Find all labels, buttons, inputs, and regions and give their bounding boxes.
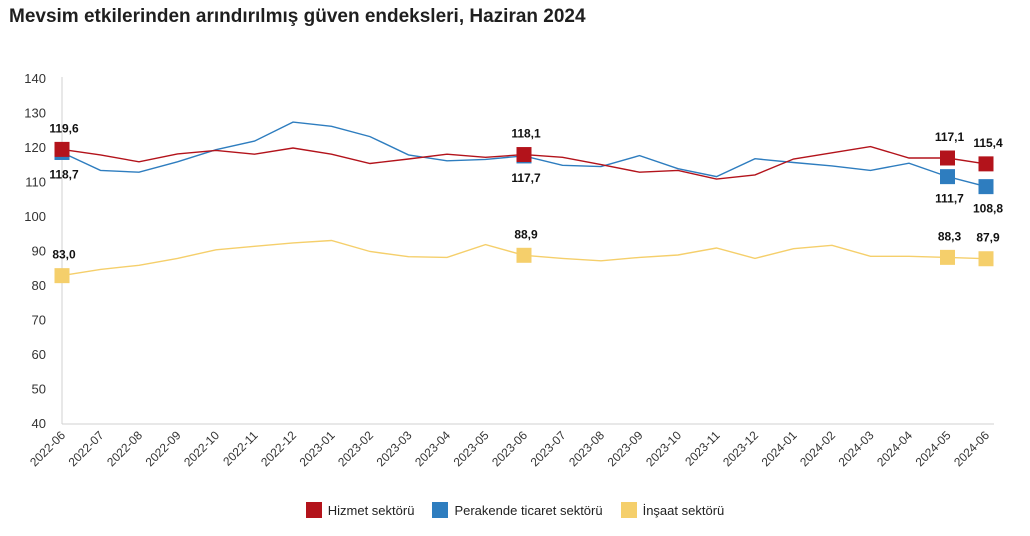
chart-legend: Hizmet sektörü Perakende ticaret sektörü İ…: [0, 502, 1030, 518]
x-tick-label: 2024-03: [836, 428, 877, 469]
y-tick-label: 140: [24, 71, 46, 86]
chart-title: Mevsim etkilerinden arındırılmış güven e…: [9, 6, 586, 27]
legend-item: İnşaat sektörü: [620, 502, 725, 518]
x-tick-label: 2024-01: [759, 428, 800, 469]
x-tick-label: 2022-10: [181, 428, 222, 469]
data-point-marker: [54, 268, 70, 284]
data-label: 88,3: [938, 229, 962, 243]
legend-label: Hizmet sektörü: [327, 502, 415, 518]
data-point-marker: [940, 169, 955, 185]
data-label: 108,8: [973, 202, 1003, 216]
data-point-marker: [978, 179, 994, 195]
legend-label: İnşaat sektörü: [642, 502, 725, 518]
x-tick-label: 2023-05: [451, 428, 492, 469]
x-tick-label: 2024-05: [913, 428, 954, 469]
x-tick-label: 2023-01: [297, 428, 338, 469]
x-tick-label: 2023-06: [489, 428, 530, 469]
x-tick-label: 2023-10: [643, 428, 684, 469]
legend-label: Perakende ticaret sektörü: [454, 502, 603, 518]
x-tick-label: 2022-08: [104, 428, 145, 469]
x-tick-label: 2023-07: [528, 428, 569, 469]
x-tick-label: 2024-06: [951, 428, 992, 469]
y-tick-label: 130: [24, 106, 46, 121]
x-tick-label: 2023-03: [374, 428, 415, 469]
data-label: 111,7: [935, 192, 964, 206]
data-point-marker: [940, 150, 955, 166]
x-tick-label: 2022-11: [220, 428, 261, 469]
data-label: 119,6: [49, 121, 79, 135]
x-tick-label: 2022-06: [27, 428, 68, 469]
x-tick-label: 2024-02: [797, 428, 838, 469]
legend-swatch: [432, 502, 449, 518]
legend-swatch: [305, 502, 322, 518]
data-point-marker: [978, 156, 994, 172]
y-tick-label: 90: [32, 244, 46, 259]
y-tick-label: 70: [32, 313, 46, 328]
y-tick-label: 50: [32, 382, 46, 397]
data-label: 118,1: [511, 127, 541, 141]
data-label: 117,7: [511, 171, 541, 185]
x-tick-label: 2022-12: [258, 428, 299, 469]
y-tick-label: 100: [24, 209, 46, 224]
legend-item: Hizmet sektörü: [305, 502, 415, 518]
data-label: 117,1: [935, 130, 965, 144]
data-label: 115,4: [973, 136, 1003, 150]
x-tick-label: 2023-02: [335, 428, 376, 469]
y-tick-label: 120: [24, 140, 46, 155]
y-tick-label: 110: [25, 175, 46, 190]
data-label: 118,7: [49, 167, 79, 181]
x-tick-label: 2023-09: [605, 428, 646, 469]
data-point-marker: [940, 249, 955, 265]
x-tick-label: 2023-11: [682, 428, 723, 469]
data-point-marker: [54, 141, 70, 157]
legend-swatch: [620, 502, 637, 518]
x-tick-label: 2024-04: [874, 428, 915, 469]
data-label: 87,9: [976, 231, 1000, 245]
data-label: 88,9: [514, 227, 538, 241]
x-tick-label: 2022-09: [143, 428, 184, 469]
y-tick-label: 80: [32, 278, 46, 293]
x-tick-label: 2023-12: [720, 428, 761, 469]
x-tick-label: 2023-04: [412, 428, 453, 469]
x-tick-label: 2022-07: [66, 428, 107, 469]
y-tick-label: 40: [32, 416, 46, 431]
line-chart: 4050607080901001101201301402022-062022-0…: [24, 71, 1003, 469]
data-point-marker: [978, 251, 994, 267]
y-tick-label: 60: [32, 347, 46, 362]
data-point-marker: [516, 147, 532, 163]
x-tick-label: 2023-08: [566, 428, 607, 469]
data-point-marker: [516, 247, 532, 263]
legend-item: Perakende ticaret sektörü: [432, 502, 603, 518]
data-label: 83,0: [52, 248, 76, 262]
